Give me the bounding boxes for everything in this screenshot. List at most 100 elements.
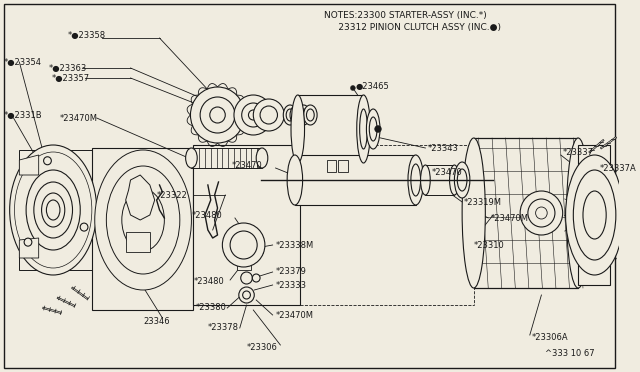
Text: *23380: *23380 bbox=[195, 304, 226, 312]
Ellipse shape bbox=[253, 99, 284, 131]
Ellipse shape bbox=[248, 110, 258, 120]
Circle shape bbox=[230, 231, 257, 259]
Ellipse shape bbox=[210, 107, 225, 123]
Ellipse shape bbox=[297, 105, 310, 125]
Ellipse shape bbox=[293, 109, 301, 121]
Ellipse shape bbox=[186, 148, 197, 168]
Text: *23470M: *23470M bbox=[276, 311, 314, 320]
Ellipse shape bbox=[234, 95, 273, 135]
Ellipse shape bbox=[287, 155, 303, 205]
Ellipse shape bbox=[122, 189, 164, 251]
Text: *●23363: *●23363 bbox=[49, 64, 86, 73]
Ellipse shape bbox=[284, 105, 297, 125]
Text: *23306: *23306 bbox=[246, 343, 277, 353]
Ellipse shape bbox=[26, 170, 80, 250]
Ellipse shape bbox=[408, 155, 424, 205]
Text: NOTES:23300 STARTER-ASSY (INC.*): NOTES:23300 STARTER-ASSY (INC.*) bbox=[324, 11, 486, 20]
Bar bbox=[191, 148, 262, 168]
Polygon shape bbox=[327, 160, 337, 172]
Text: ●23465: ●23465 bbox=[356, 81, 390, 90]
Ellipse shape bbox=[260, 106, 278, 124]
Text: 23312 PINION CLUTCH ASSY (INC.●): 23312 PINION CLUTCH ASSY (INC.●) bbox=[324, 23, 501, 32]
Bar bbox=[236, 225, 252, 241]
Text: *●23354: *●23354 bbox=[4, 58, 42, 67]
Text: *23480: *23480 bbox=[191, 211, 222, 219]
Ellipse shape bbox=[449, 165, 460, 195]
Ellipse shape bbox=[42, 193, 65, 227]
Text: *23379: *23379 bbox=[276, 267, 307, 276]
Bar bbox=[125, 232, 150, 252]
Ellipse shape bbox=[566, 138, 589, 288]
Circle shape bbox=[80, 223, 88, 231]
Ellipse shape bbox=[10, 145, 97, 275]
Polygon shape bbox=[92, 148, 193, 310]
Ellipse shape bbox=[303, 105, 317, 125]
Text: ^333 10 67: ^333 10 67 bbox=[545, 349, 595, 358]
Text: 23346: 23346 bbox=[143, 317, 170, 327]
Text: *23343: *23343 bbox=[428, 144, 458, 153]
Ellipse shape bbox=[462, 138, 485, 288]
Bar bbox=[248, 237, 263, 253]
Ellipse shape bbox=[200, 97, 235, 133]
Polygon shape bbox=[125, 175, 155, 220]
Bar bbox=[474, 138, 578, 288]
Bar bbox=[236, 249, 252, 265]
Circle shape bbox=[536, 207, 547, 219]
Ellipse shape bbox=[300, 109, 307, 121]
Ellipse shape bbox=[95, 150, 191, 290]
Bar bbox=[224, 237, 240, 253]
Ellipse shape bbox=[106, 166, 180, 274]
Bar bbox=[298, 95, 364, 163]
Text: *23470: *23470 bbox=[232, 160, 263, 170]
Text: *●23357: *●23357 bbox=[51, 74, 90, 83]
Ellipse shape bbox=[291, 95, 305, 163]
Ellipse shape bbox=[286, 109, 294, 121]
Ellipse shape bbox=[583, 191, 606, 239]
Text: *23337A: *23337A bbox=[600, 164, 636, 173]
Bar bbox=[578, 145, 610, 285]
Ellipse shape bbox=[356, 95, 371, 163]
Text: *23480: *23480 bbox=[193, 278, 224, 286]
Text: *23470M: *23470M bbox=[491, 214, 529, 222]
Ellipse shape bbox=[307, 109, 314, 121]
Ellipse shape bbox=[34, 182, 72, 238]
Text: *●2331B: *●2331B bbox=[4, 110, 42, 119]
Text: *23322: *23322 bbox=[157, 190, 188, 199]
Text: *23470: *23470 bbox=[432, 167, 463, 176]
Ellipse shape bbox=[573, 170, 616, 260]
Ellipse shape bbox=[290, 105, 303, 125]
Ellipse shape bbox=[360, 109, 367, 149]
Bar bbox=[295, 155, 416, 205]
Text: *23319M: *23319M bbox=[464, 198, 502, 206]
Ellipse shape bbox=[420, 165, 430, 195]
Polygon shape bbox=[339, 160, 348, 172]
Ellipse shape bbox=[572, 168, 585, 258]
Circle shape bbox=[24, 238, 32, 246]
Ellipse shape bbox=[458, 169, 467, 191]
Text: *23333: *23333 bbox=[276, 280, 307, 289]
Text: *23338M: *23338M bbox=[276, 241, 314, 250]
Ellipse shape bbox=[191, 87, 244, 143]
Ellipse shape bbox=[256, 148, 268, 168]
Ellipse shape bbox=[369, 117, 377, 141]
Text: *23378: *23378 bbox=[208, 324, 239, 333]
Text: *23306A: *23306A bbox=[532, 334, 568, 343]
Circle shape bbox=[351, 86, 355, 90]
Text: *23337: *23337 bbox=[563, 148, 594, 157]
Circle shape bbox=[222, 223, 265, 267]
Circle shape bbox=[243, 291, 250, 299]
Ellipse shape bbox=[411, 164, 420, 196]
Text: *23470M: *23470M bbox=[60, 113, 98, 122]
Text: *23310: *23310 bbox=[474, 241, 504, 250]
Bar bbox=[237, 260, 252, 270]
Ellipse shape bbox=[15, 152, 92, 268]
Circle shape bbox=[44, 157, 51, 165]
Bar bbox=[426, 165, 454, 195]
Ellipse shape bbox=[454, 162, 470, 198]
Circle shape bbox=[241, 272, 252, 284]
Circle shape bbox=[252, 274, 260, 282]
Circle shape bbox=[374, 125, 381, 132]
Polygon shape bbox=[19, 155, 38, 175]
Circle shape bbox=[239, 287, 254, 303]
Ellipse shape bbox=[242, 103, 265, 127]
